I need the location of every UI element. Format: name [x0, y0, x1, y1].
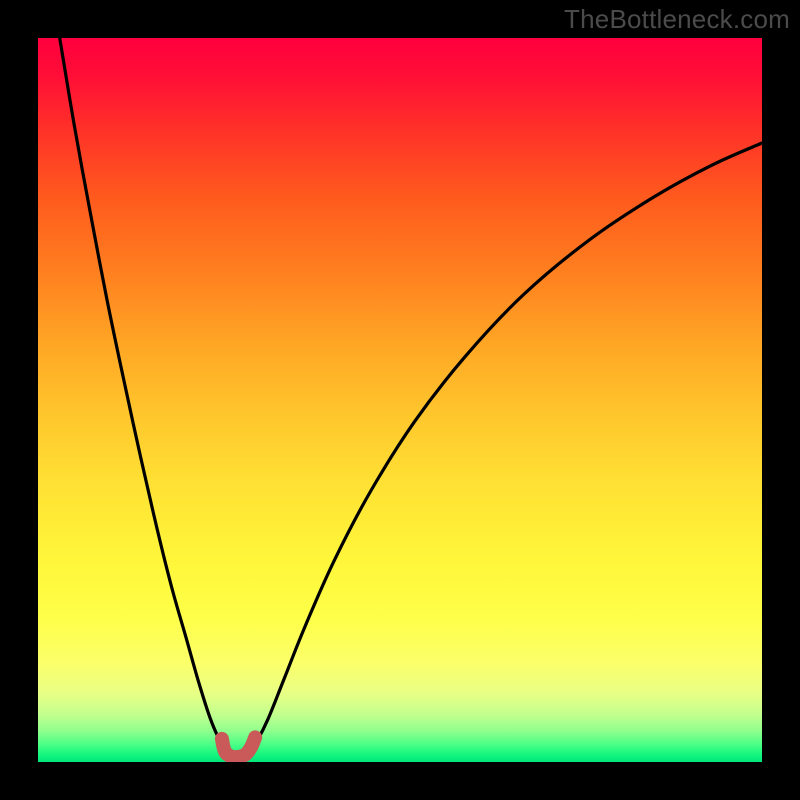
gradient-background: [38, 38, 762, 762]
watermark-text: TheBottleneck.com: [564, 4, 790, 35]
chart-frame: TheBottleneck.com: [0, 0, 800, 800]
plot-svg: [38, 38, 762, 762]
plot-area: [38, 38, 762, 762]
